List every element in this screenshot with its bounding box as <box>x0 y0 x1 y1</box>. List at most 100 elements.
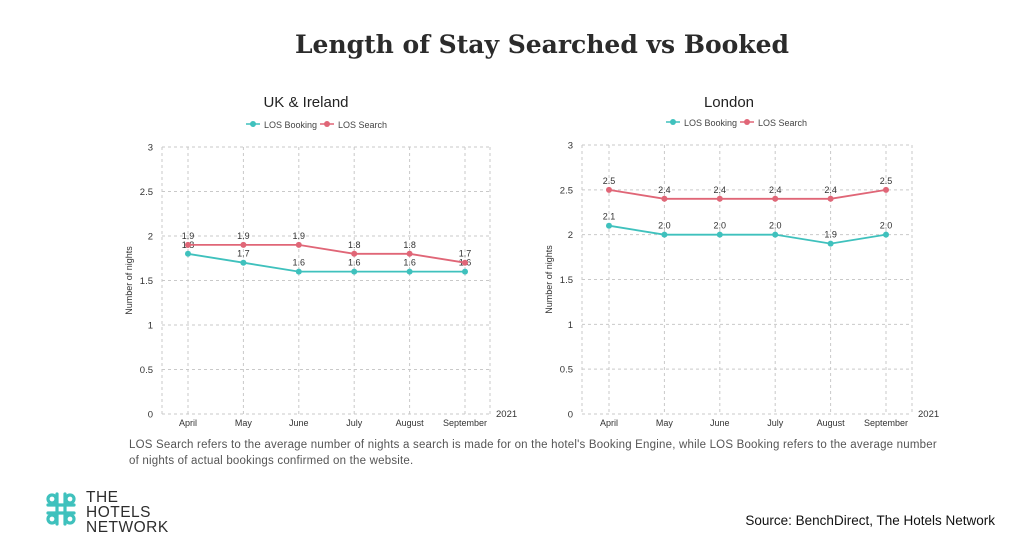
logo-line-2: HOTELS <box>86 504 152 521</box>
data-label: 2.0 <box>880 221 893 231</box>
x-tick-label: April <box>179 418 197 428</box>
y-tick-label: 0.5 <box>140 365 153 376</box>
y-tick-label: 1.5 <box>560 275 573 286</box>
x-tick-label: May <box>235 418 253 428</box>
data-point <box>606 222 612 229</box>
x-axis-year: 2021 <box>496 409 517 420</box>
data-point <box>606 186 612 193</box>
y-tick-label: 2.5 <box>560 185 573 196</box>
legend-marker <box>670 119 676 125</box>
x-tick-label: September <box>864 418 908 428</box>
chart-title: London <box>704 94 754 111</box>
data-point <box>462 259 468 266</box>
x-tick-label: July <box>346 418 363 428</box>
data-label: 1.8 <box>403 240 416 250</box>
series-line-los-booking <box>187 252 465 273</box>
main-title: Length of Stay Searched vs Booked <box>294 30 790 59</box>
y-axis-label: Number of nights <box>544 245 554 314</box>
logo-text: THE HOTELS NETWORK <box>86 489 169 536</box>
x-tick-label: June <box>289 418 309 428</box>
y-tick-label: 0 <box>568 410 573 421</box>
data-point <box>716 195 723 202</box>
y-tick-label: 0 <box>148 410 153 421</box>
legend-label: LOS Booking <box>684 118 737 128</box>
data-point <box>295 268 302 275</box>
x-axis-year: 2021 <box>918 409 939 420</box>
data-point <box>716 231 723 238</box>
logo: THE HOTELS NETWORK <box>46 490 169 535</box>
data-point <box>883 186 889 193</box>
data-label: 1.6 <box>403 258 416 268</box>
y-axis-label: Number of nights <box>124 246 134 315</box>
data-label: 1.6 <box>293 258 306 268</box>
data-label: 2.0 <box>769 221 782 231</box>
y-tick-label: 0.5 <box>560 365 573 376</box>
data-point <box>661 231 668 238</box>
x-tick-label: June <box>710 418 730 428</box>
chart-title: UK & Ireland <box>263 94 348 111</box>
data-label: 1.7 <box>237 249 250 259</box>
data-point <box>827 240 834 247</box>
x-tick-label: September <box>443 418 487 428</box>
y-tick-label: 3 <box>568 141 573 152</box>
data-label: 2.4 <box>658 185 671 195</box>
data-point <box>406 250 413 257</box>
legend-marker <box>744 119 750 125</box>
data-point <box>185 250 191 257</box>
y-tick-label: 2 <box>148 232 153 243</box>
data-label: 1.9 <box>824 230 837 240</box>
y-tick-label: 1.5 <box>140 276 153 287</box>
data-label: 1.9 <box>293 231 306 241</box>
data-point <box>351 268 358 275</box>
data-label: 2.1 <box>603 212 616 222</box>
data-point <box>883 231 889 238</box>
data-point <box>295 241 302 248</box>
data-point <box>351 250 358 257</box>
data-label: 2.0 <box>714 221 727 231</box>
y-tick-label: 1 <box>148 321 153 332</box>
chart-london: London LOS Booking LOS Search 0 0.5 1 1.5 2 2.5 3… <box>544 94 939 428</box>
data-label: 2.5 <box>603 176 616 186</box>
legend-label: LOS Search <box>338 120 387 130</box>
y-tick-label: 2 <box>568 230 573 241</box>
data-label: 1.9 <box>182 231 195 241</box>
x-tick-label: July <box>767 418 784 428</box>
legend-marker <box>324 121 330 127</box>
data-label: 2.0 <box>658 221 671 231</box>
data-point <box>462 268 468 275</box>
data-point <box>772 195 779 202</box>
data-point <box>185 241 191 248</box>
legend-label: LOS Search <box>758 118 807 128</box>
x-tick-label: May <box>656 418 674 428</box>
y-tick-label: 3 <box>148 143 153 154</box>
logo-line-1: THE <box>86 489 119 506</box>
x-tick-label: August <box>817 418 846 428</box>
y-tick-label: 1 <box>568 320 573 331</box>
series-line-los-booking <box>608 224 887 245</box>
data-label: 2.4 <box>769 185 782 195</box>
data-label: 1.8 <box>348 240 361 250</box>
data-point <box>240 259 247 266</box>
data-label: 1.7 <box>459 249 472 259</box>
series-line-los-search <box>188 243 466 264</box>
footnote: LOS Search refers to the average number … <box>129 439 937 467</box>
legend-label: LOS Booking <box>264 120 317 130</box>
data-label: 2.5 <box>880 176 893 186</box>
x-tick-label: April <box>600 418 618 428</box>
data-label: 1.6 <box>348 258 361 268</box>
data-point <box>240 241 247 248</box>
data-label: 2.4 <box>824 185 837 195</box>
data-point <box>661 195 668 202</box>
y-tick-label: 2.5 <box>140 187 153 198</box>
source-text: Source: BenchDirect, The Hotels Network <box>745 513 995 528</box>
data-point <box>406 268 413 275</box>
hotels-network-logo-icon <box>46 492 76 526</box>
data-label: 1.9 <box>237 231 250 241</box>
chart-uk-ireland: UK & Ireland LOS Booking LOS Search 0 0.5 1 1.… <box>124 94 517 428</box>
logo-line-3: NETWORK <box>86 519 169 536</box>
series-line-los-search <box>608 188 887 200</box>
data-label: 2.4 <box>714 185 727 195</box>
x-tick-label: August <box>396 418 425 428</box>
legend-marker <box>250 121 256 127</box>
data-point <box>772 231 779 238</box>
